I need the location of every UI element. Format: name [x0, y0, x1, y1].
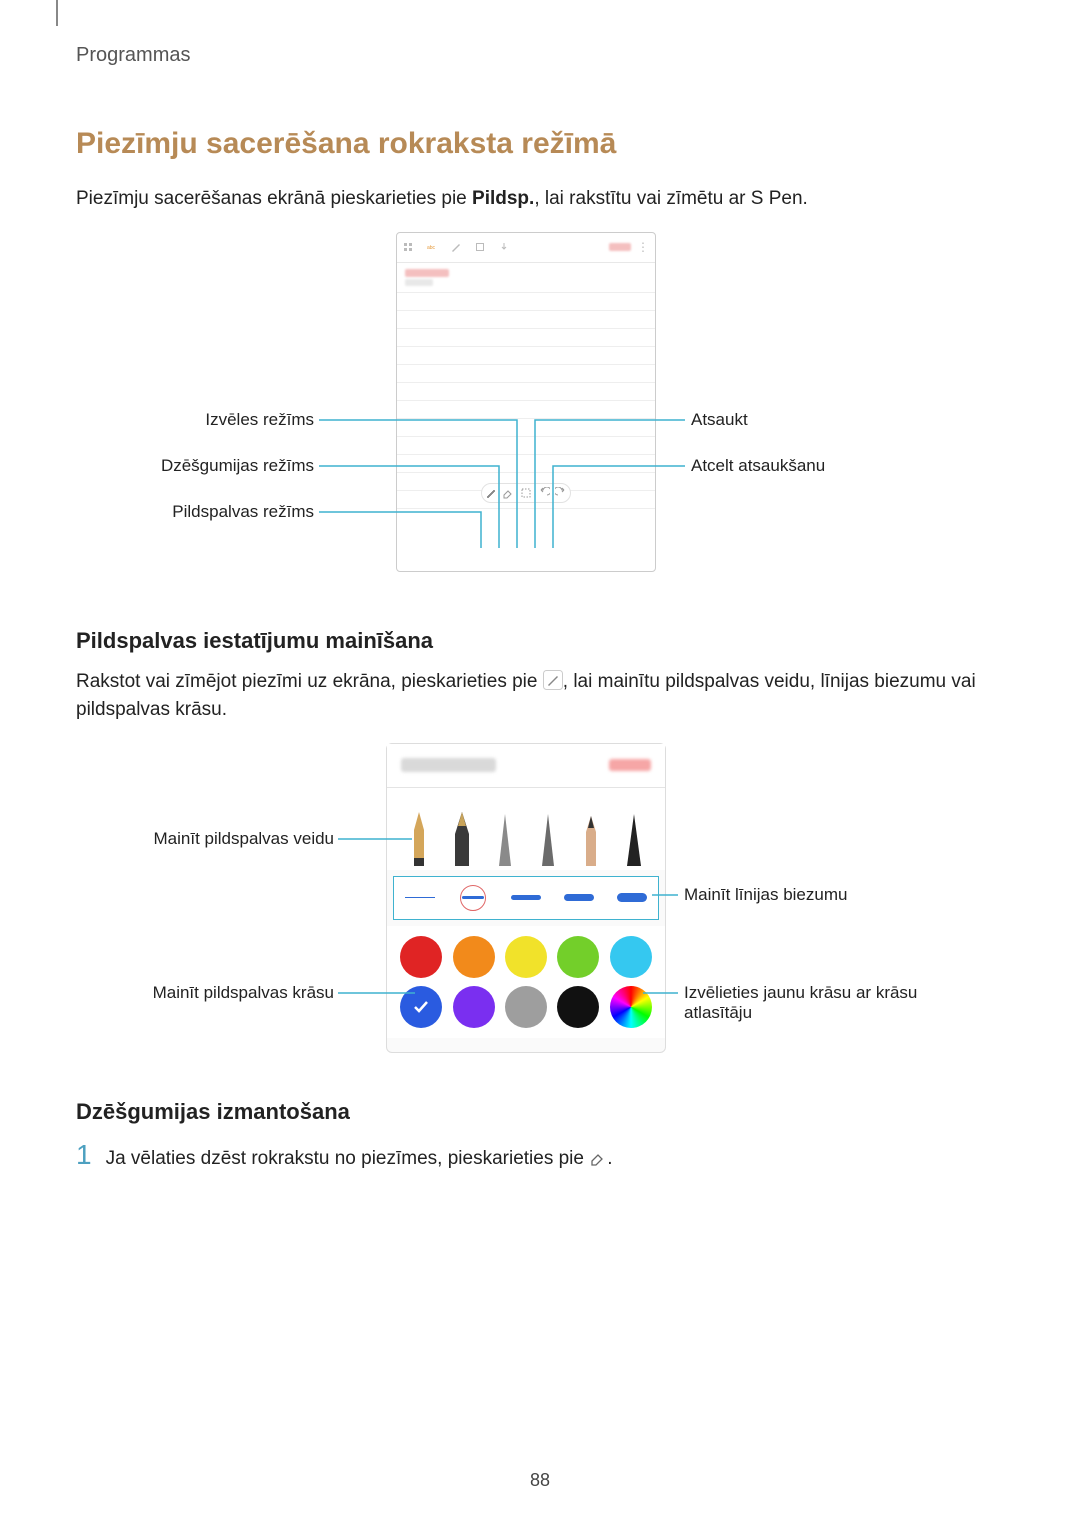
- intro-paragraph: Piezīmju sacerēšanas ekrānā pieskarietie…: [76, 185, 1004, 214]
- callout-lines: [76, 232, 1004, 592]
- step1-a: Ja vēlaties dzēst rokrakstu no piezīmes,…: [106, 1148, 590, 1169]
- intro-c: , lai rakstītu vai zīmētu ar S Pen.: [534, 188, 808, 209]
- h2-eraser: Dzēšgumijas izmantošana: [76, 1099, 1004, 1125]
- intro-bold: Pildsp.: [472, 188, 534, 209]
- step-number: 1: [76, 1139, 92, 1171]
- header-rule: [56, 0, 58, 26]
- pen-inline-icon: [543, 670, 563, 690]
- breadcrumb: Programmas: [76, 44, 1004, 67]
- page-number: 88: [0, 1470, 1080, 1491]
- p2a: Rakstot vai zīmējot piezīmi uz ekrāna, p…: [76, 671, 543, 692]
- diagram-notes-editor: abc ⋮: [76, 232, 1004, 592]
- h2-pen-settings: Pildspalvas iestatījumu mainīšana: [76, 628, 1004, 654]
- para-pen-settings: Rakstot vai zīmējot piezīmi uz ekrāna, p…: [76, 668, 1004, 725]
- page-content: Programmas Piezīmju sacerēšana rokraksta…: [0, 0, 1080, 1171]
- step-text: Ja vēlaties dzēst rokrakstu no piezīmes,…: [106, 1148, 613, 1170]
- step-1: 1 Ja vēlaties dzēst rokrakstu no piezīme…: [76, 1139, 1004, 1171]
- eraser-inline-icon: [589, 1149, 607, 1167]
- intro-a: Piezīmju sacerēšanas ekrānā pieskarietie…: [76, 188, 472, 209]
- diagram-pen-settings: Mainīt pildspalvas veidu Mainīt pildspal…: [76, 743, 1004, 1063]
- h1-title: Piezīmju sacerēšana rokraksta režīmā: [76, 127, 1004, 161]
- callout-lines-2: [76, 743, 1004, 1063]
- step1-end: .: [607, 1148, 612, 1169]
